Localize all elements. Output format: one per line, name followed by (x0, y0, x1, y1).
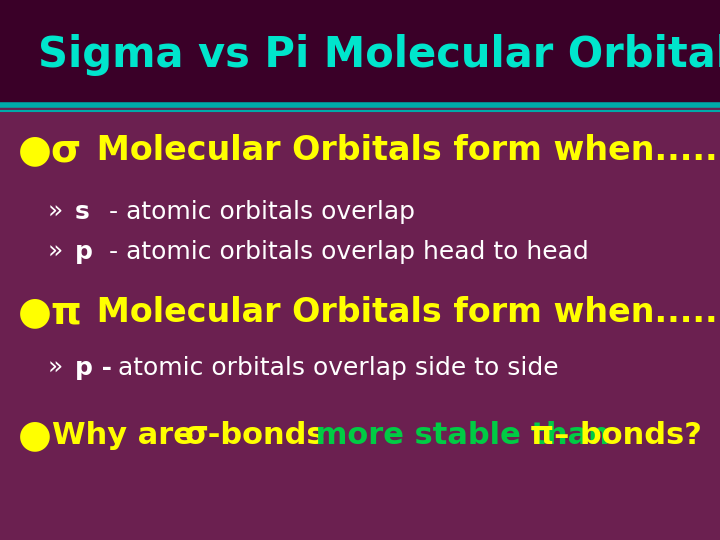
Text: - atomic orbitals overlap: - atomic orbitals overlap (93, 200, 415, 224)
Text: »: » (48, 200, 63, 224)
Text: ●: ● (18, 416, 52, 454)
Text: π: π (50, 293, 81, 331)
Text: Molecular Orbitals form when.....: Molecular Orbitals form when..... (85, 295, 718, 328)
Text: σ-bonds: σ-bonds (185, 421, 325, 449)
Text: p: p (75, 240, 93, 264)
Text: ●: ● (18, 131, 52, 169)
Text: - atomic orbitals overlap head to head: - atomic orbitals overlap head to head (93, 240, 589, 264)
Text: ●: ● (18, 293, 52, 331)
Bar (0, 0, 720, 105)
Text: atomic orbitals overlap side to side: atomic orbitals overlap side to side (110, 356, 559, 380)
Text: »: » (48, 356, 63, 380)
Text: p -: p - (75, 356, 112, 380)
Text: Molecular Orbitals form when.....: Molecular Orbitals form when..... (85, 133, 718, 166)
Text: σ: σ (50, 131, 80, 169)
Text: Why are: Why are (52, 421, 204, 449)
Text: Sigma vs Pi Molecular Orbitals: Sigma vs Pi Molecular Orbitals (38, 34, 720, 76)
Text: more stable than: more stable than (305, 421, 621, 449)
Text: π– bonds?: π– bonds? (530, 421, 702, 449)
Text: »: » (48, 240, 63, 264)
Text: s: s (75, 200, 90, 224)
